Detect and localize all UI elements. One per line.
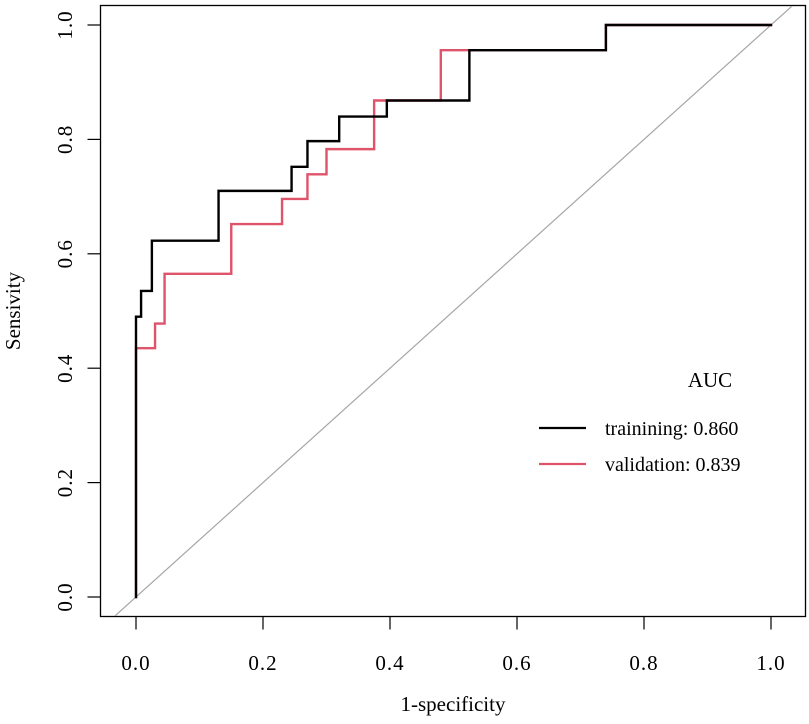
x-tick-label: 1.0	[756, 651, 785, 675]
axis-ticks: 0.0 0.2 0.4 0.6 0.8 1.0 0.0 0.2 0.4 0.6 0.8 1.0	[53, 10, 785, 675]
x-tick-label: 0.2	[248, 651, 277, 675]
roc-curve-trainining	[134, 23, 773, 599]
legend-title: AUC	[688, 368, 732, 392]
roc-curve-validation	[134, 23, 773, 599]
x-axis-title: 1-specificity	[401, 692, 506, 716]
legend-label: validation: 0.839	[605, 454, 741, 476]
x-tick-label: 0.4	[375, 651, 404, 675]
y-tick-label: 0.8	[53, 125, 77, 154]
plot-frame	[99, 4, 807, 618]
x-tick-label: 0.8	[629, 651, 658, 675]
reference-diagonal-line	[114, 6, 793, 616]
legend: AUC trainining: 0.860 validation: 0.839	[539, 368, 741, 476]
x-tick-label: 0.0	[121, 651, 150, 675]
y-tick-label: 1.0	[53, 10, 77, 39]
y-axis-title: Sensivity	[1, 271, 25, 350]
y-tick-label: 0.2	[53, 468, 77, 497]
y-tick-label: 0.6	[53, 239, 77, 268]
y-tick-label: 0.0	[53, 582, 77, 611]
legend-label: trainining: 0.860	[605, 418, 738, 440]
y-tick-label: 0.4	[53, 354, 77, 383]
x-tick-label: 0.6	[502, 651, 531, 675]
